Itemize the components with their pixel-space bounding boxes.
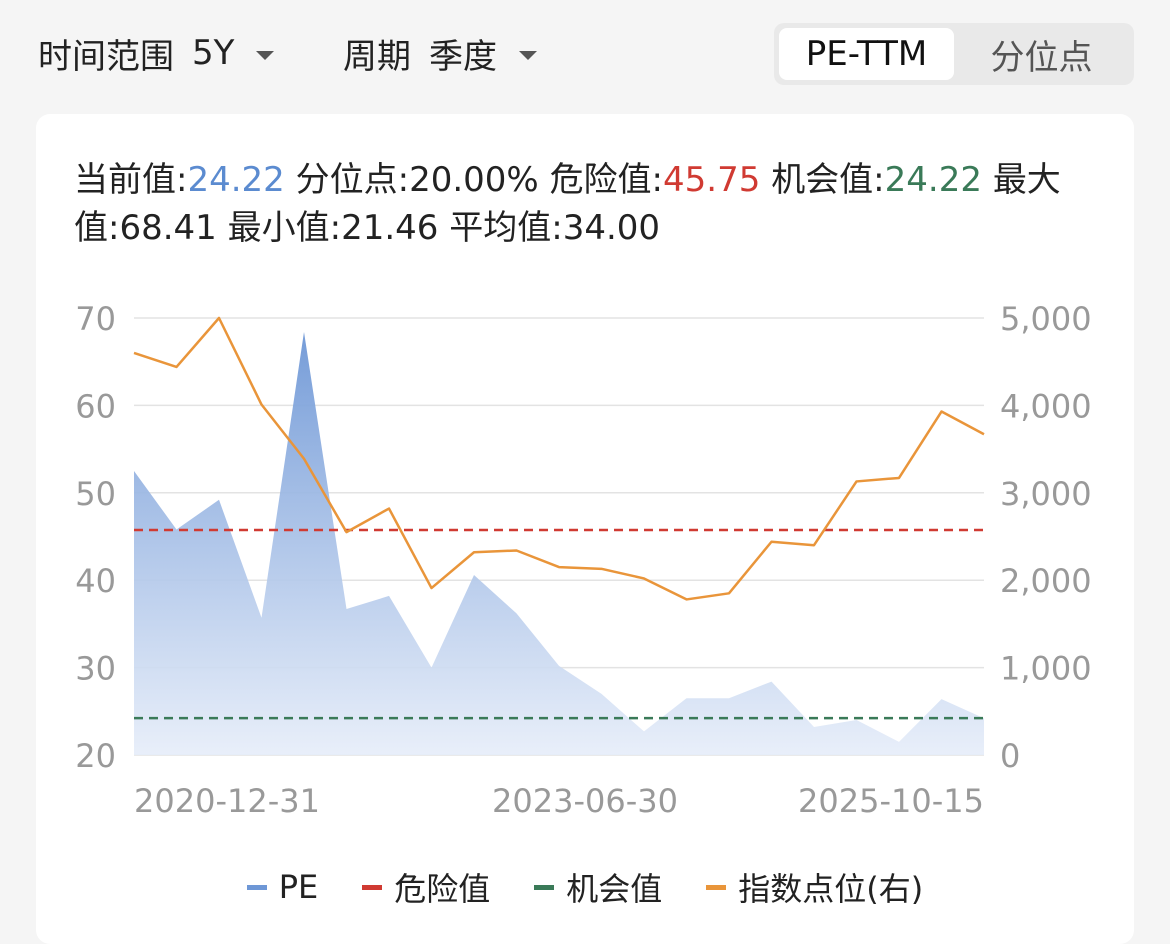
y-left-tick-label: 30 — [75, 650, 116, 688]
y-right-tick-label: 4,000 — [1000, 387, 1092, 425]
legend-item-opportunity[interactable]: 机会值 — [534, 864, 662, 910]
x-tick-label: 2020-12-31 — [134, 782, 320, 820]
legend-label-pe: PE — [279, 868, 319, 906]
legend-label-index: 指数点位(右) — [738, 864, 923, 910]
y-right-tick-label: 5,000 — [1000, 300, 1092, 338]
y-axis-left: 20 30 40 50 60 70 — [75, 300, 116, 775]
y-left-tick-label: 40 — [75, 562, 116, 600]
y-left-tick-label: 60 — [75, 387, 116, 425]
legend-swatch-index — [706, 885, 726, 890]
y-left-tick-label: 70 — [75, 300, 116, 338]
legend-item-index[interactable]: 指数点位(右) — [706, 864, 923, 910]
x-axis: 2020-12-31 2023-06-30 2025-10-15 — [134, 782, 984, 820]
y-left-tick-label: 50 — [75, 475, 116, 513]
y-right-tick-label: 3,000 — [1000, 475, 1092, 513]
pe-area-series — [134, 332, 984, 755]
index-line-series — [134, 318, 984, 599]
legend-item-danger[interactable]: 危险值 — [362, 864, 490, 910]
index-line — [134, 318, 984, 599]
y-right-tick-label: 1,000 — [1000, 650, 1092, 688]
legend-swatch-pe — [247, 885, 267, 890]
chart-legend: PE 危险值 机会值 指数点位(右) — [0, 862, 1170, 912]
x-tick-label: 2025-10-15 — [798, 782, 984, 820]
y-right-tick-label: 2,000 — [1000, 562, 1092, 600]
y-right-tick-label: 0 — [1000, 737, 1020, 775]
x-tick-label: 2023-06-30 — [492, 782, 678, 820]
pe-area — [134, 332, 984, 755]
legend-swatch-danger — [362, 885, 382, 890]
legend-item-pe[interactable]: PE — [247, 868, 319, 906]
y-left-tick-label: 20 — [75, 737, 116, 775]
legend-label-opportunity: 机会值 — [566, 864, 662, 910]
legend-swatch-opportunity — [534, 885, 554, 890]
y-axis-right: 0 1,000 2,000 3,000 4,000 5,000 — [1000, 300, 1092, 775]
legend-label-danger: 危险值 — [394, 864, 490, 910]
